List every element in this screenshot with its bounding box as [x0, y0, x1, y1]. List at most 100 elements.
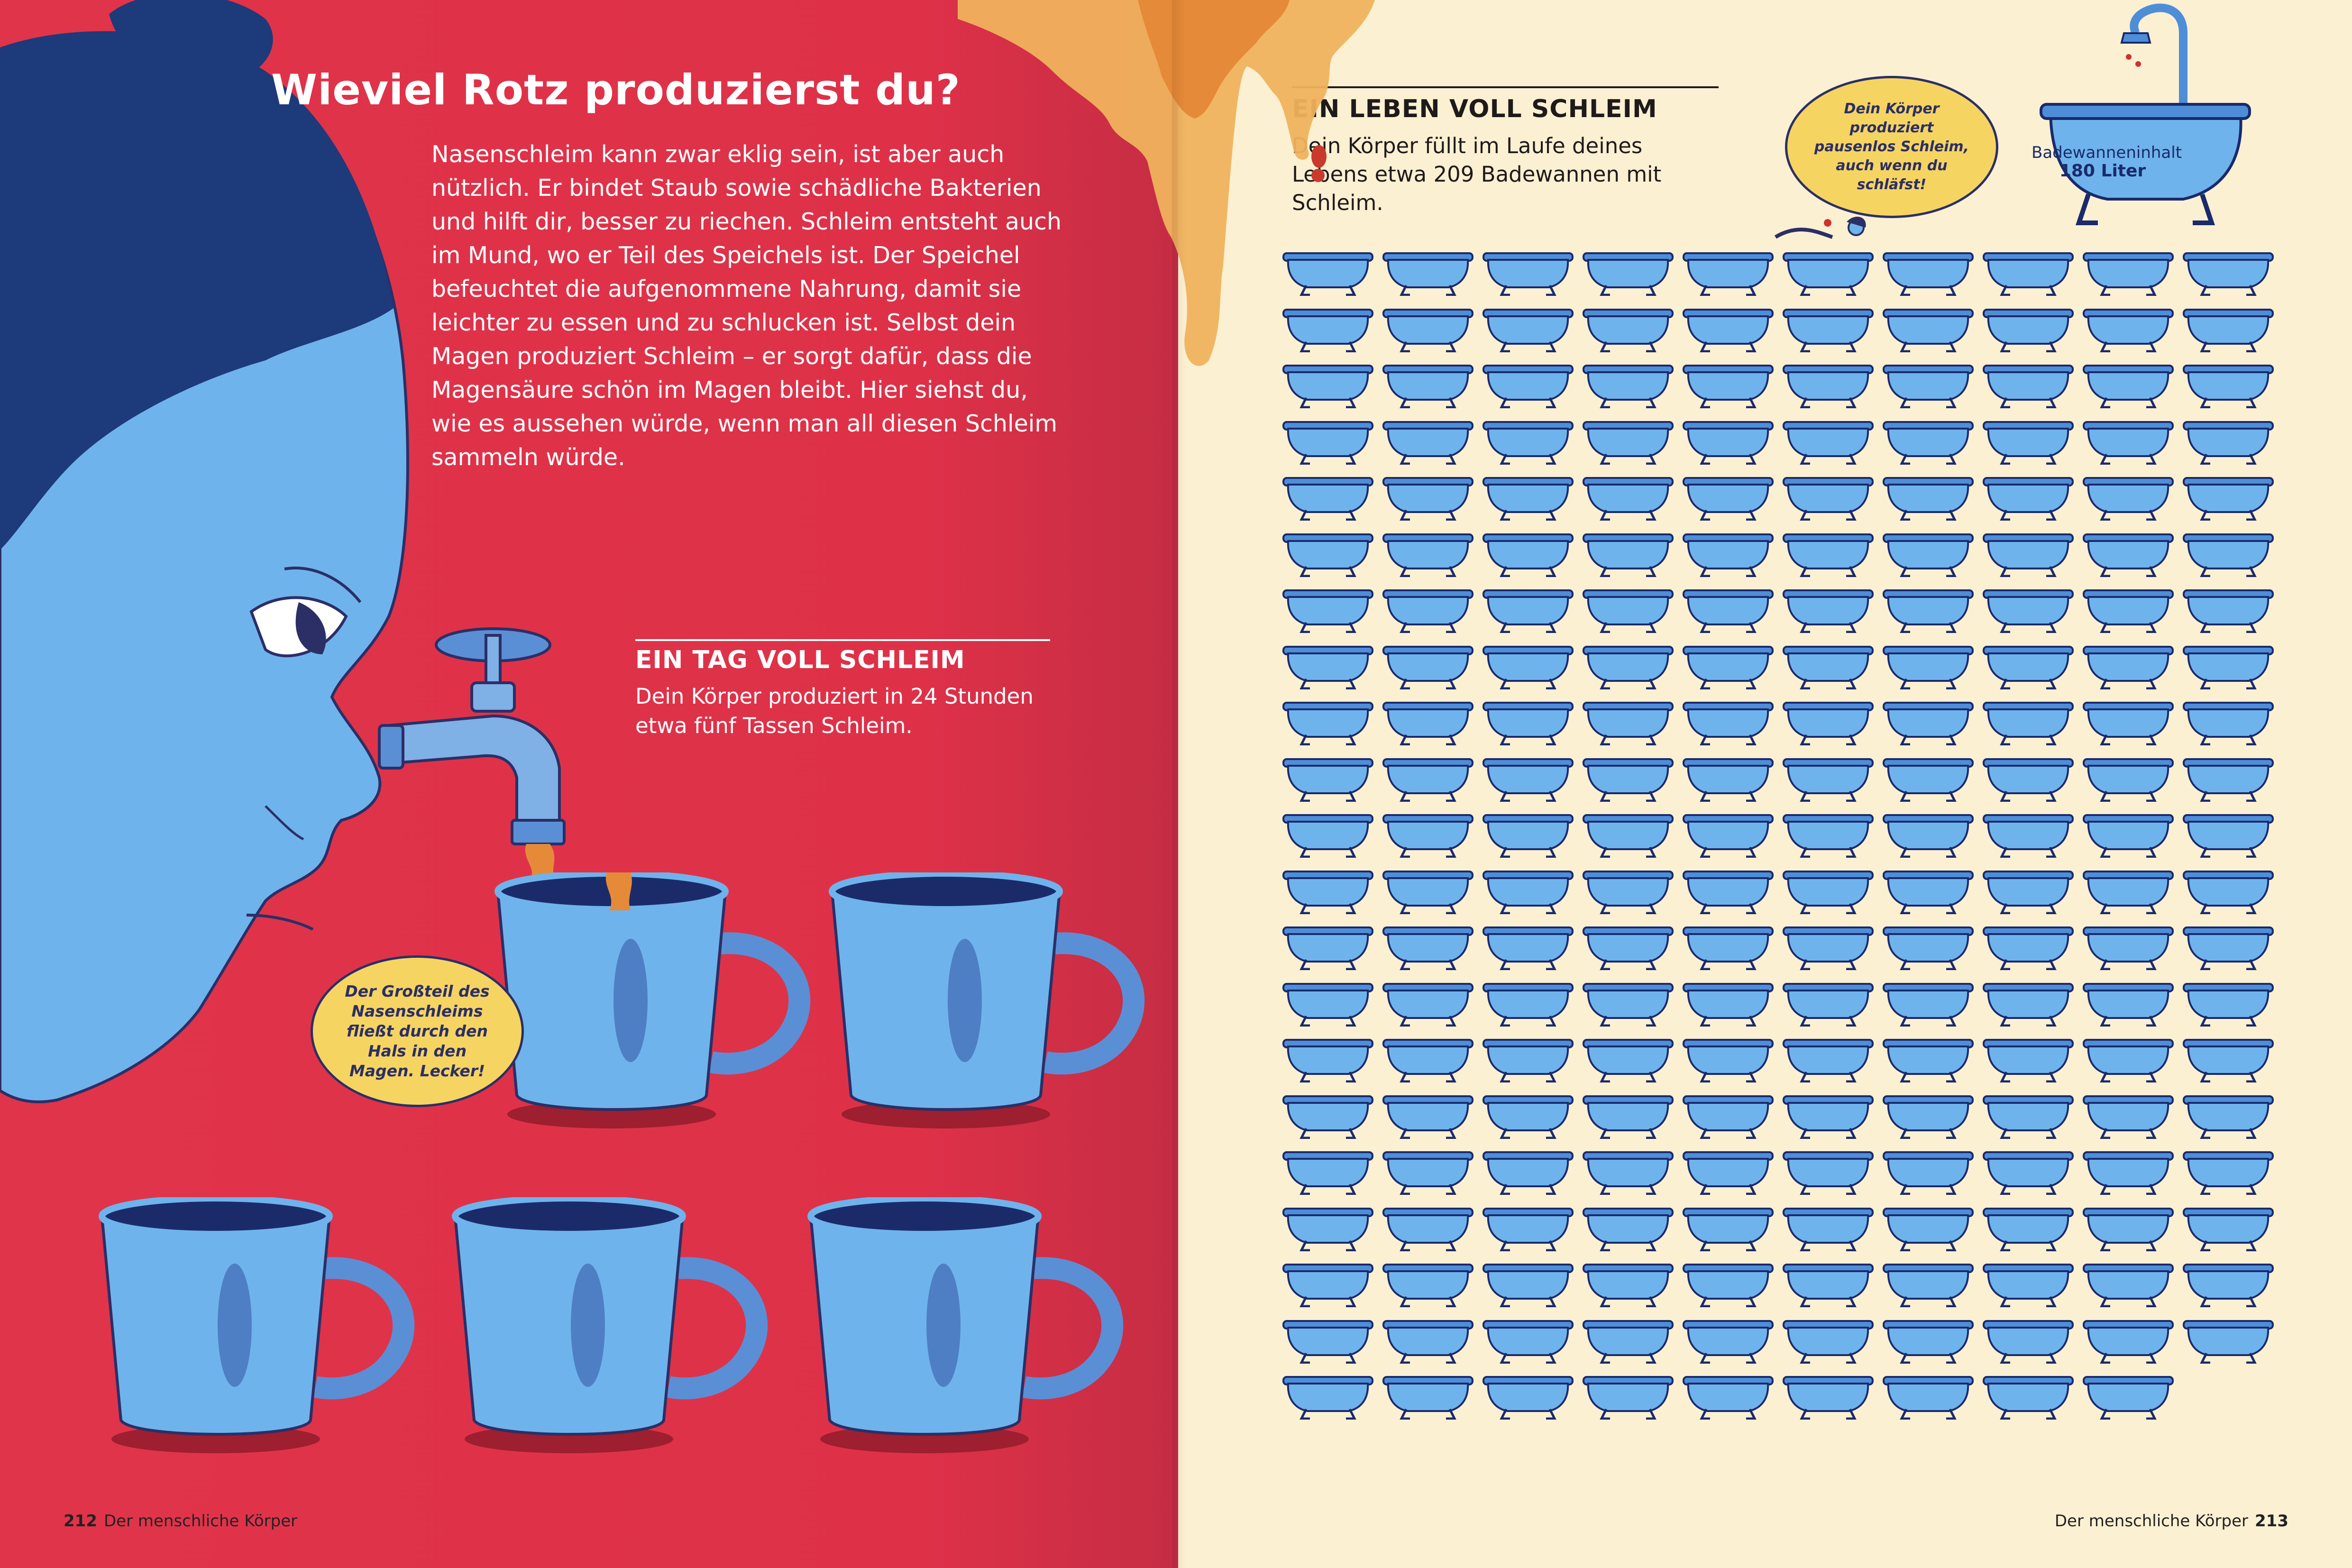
bathtub-icon [1783, 476, 1874, 521]
bathtub-icon [1983, 476, 2074, 521]
bathtub-icon [1483, 1150, 1574, 1195]
bathtub-icon [1783, 701, 1874, 745]
bathtub-icon [1583, 645, 1674, 689]
bathtub-icon [1783, 982, 1874, 1027]
bathtub-icon [1883, 757, 1974, 802]
bathtub-icon [1983, 870, 2074, 914]
bathtub-icon [1983, 1150, 2074, 1195]
bathtub-icon [1983, 1038, 2074, 1082]
bathtub-icon [1683, 1150, 1774, 1195]
bathtub-icon [1683, 476, 1774, 521]
bathtub-icon [1382, 870, 1473, 914]
bathtub-icon [1583, 1263, 1674, 1307]
bathtub-grid [1282, 251, 2274, 1437]
bathtub-icon [1683, 420, 1774, 465]
bathtub-icon [1282, 926, 1373, 970]
bathtub-icon [1483, 757, 1574, 802]
bathtub-icon [1583, 308, 1674, 352]
bathtub-icon [2083, 1375, 2174, 1420]
bathtub-icon [1783, 420, 1874, 465]
bathtub-icon [1483, 870, 1574, 914]
bathtub-icon [1282, 364, 1373, 408]
bathtub-icon [1483, 645, 1574, 689]
bathtub-icon [1683, 251, 1774, 296]
bathtub-icon [2083, 1150, 2174, 1195]
bathtub-icon [1683, 701, 1774, 745]
bathtub-icon [1382, 926, 1473, 970]
bathtub-icon [1983, 420, 2074, 465]
bathtub-icon [1483, 364, 1574, 408]
bathtub-icon [1382, 532, 1473, 577]
bathtub-icon [1683, 926, 1774, 970]
bathtub-icon [1883, 1319, 1974, 1364]
bathtub-icon [2083, 645, 2174, 689]
bathtub-icon [1883, 532, 1974, 577]
bathtub-icon [1583, 757, 1674, 802]
bathtub-icon [1783, 757, 1874, 802]
bathtub-icon [1683, 1263, 1774, 1307]
bathtub-icon [1282, 1038, 1373, 1082]
bathtub-icon [1382, 251, 1473, 296]
bathtub-icon [1583, 532, 1674, 577]
cup [829, 872, 1145, 1128]
bathtub-icon [1983, 588, 2074, 633]
bathtub-icon [1382, 364, 1473, 408]
person-in-bathtub-illustration [1774, 216, 1866, 239]
bathtub-icon [1983, 1375, 2074, 1420]
bathtub-capacity-label: Badewanneninhalt [2032, 143, 2182, 162]
bathtub-icon [1883, 1263, 1974, 1307]
bathtub-icon [2183, 251, 2274, 296]
bathtub-icon [1883, 645, 1974, 689]
bathtub-icon [1282, 813, 1373, 858]
bathtub-icon [1483, 813, 1574, 858]
bathtub-icon [1282, 1207, 1373, 1251]
bathtub-icon [1983, 813, 2074, 858]
book-spine [1172, 0, 1186, 1568]
bathtub-icon [2083, 476, 2174, 521]
face-illustration [0, 0, 409, 1103]
bathtub-icon [1883, 982, 1974, 1027]
bathtub-icon [1983, 364, 2074, 408]
bathtub-icon [2183, 1319, 2274, 1364]
bathtub-icon [2183, 926, 2274, 970]
bathtub-icon [1983, 1094, 2074, 1139]
bathtub-icon [1683, 1207, 1774, 1251]
bathtub-icon [1483, 1263, 1574, 1307]
bathtub-icon [2183, 532, 2274, 577]
bathtub-icon [1783, 1094, 1874, 1139]
bathtub-icon [2183, 757, 2274, 802]
folio-left: 212 Der menschliche Körper [57, 1512, 297, 1531]
bathtub-icon [2083, 982, 2174, 1027]
bathtub-icon [1282, 588, 1373, 633]
bathtub-icon [1282, 1319, 1373, 1364]
bathtub-icon [1783, 645, 1874, 689]
bathtub-icon [2183, 813, 2274, 858]
bathtub-icon [1983, 532, 2074, 577]
bathtub-icon [1683, 982, 1774, 1027]
bathtub-icon [1282, 870, 1373, 914]
bathtub-icon [1282, 1150, 1373, 1195]
bathtub-icon [1683, 813, 1774, 858]
day-heading: EIN TAG VOLL SCHLEIM [635, 646, 965, 674]
bathtub-icon [1583, 588, 1674, 633]
bathtub-icon [1282, 1375, 1373, 1420]
life-heading: EIN LEBEN VOLL SCHLEIM [1292, 95, 1657, 123]
bathtub-icon [1883, 813, 1974, 858]
cup [452, 1197, 768, 1453]
right-page: Dein Körper produziert pausenlos Schleim… [1178, 0, 2352, 1568]
bathtub-icon [1282, 757, 1373, 802]
folio-right: Der menschliche Körper 213 [2055, 1512, 2295, 1531]
bathtub-icon [1783, 870, 1874, 914]
bathtub-icon [2183, 645, 2274, 689]
bathtub-icon [1783, 308, 1874, 352]
bathtub-icon [1483, 476, 1574, 521]
bathtub-icon [2083, 1207, 2174, 1251]
slime-drip-illustration [958, 0, 1375, 366]
bathtub-icon [1983, 982, 2074, 1027]
bathtub-icon [1583, 870, 1674, 914]
faucet-illustration [378, 627, 566, 877]
bathtub-icon [1382, 813, 1473, 858]
bathtub-icon [1983, 251, 2074, 296]
bathtub-icon [1583, 1094, 1674, 1139]
bathtub-icon [2183, 588, 2274, 633]
